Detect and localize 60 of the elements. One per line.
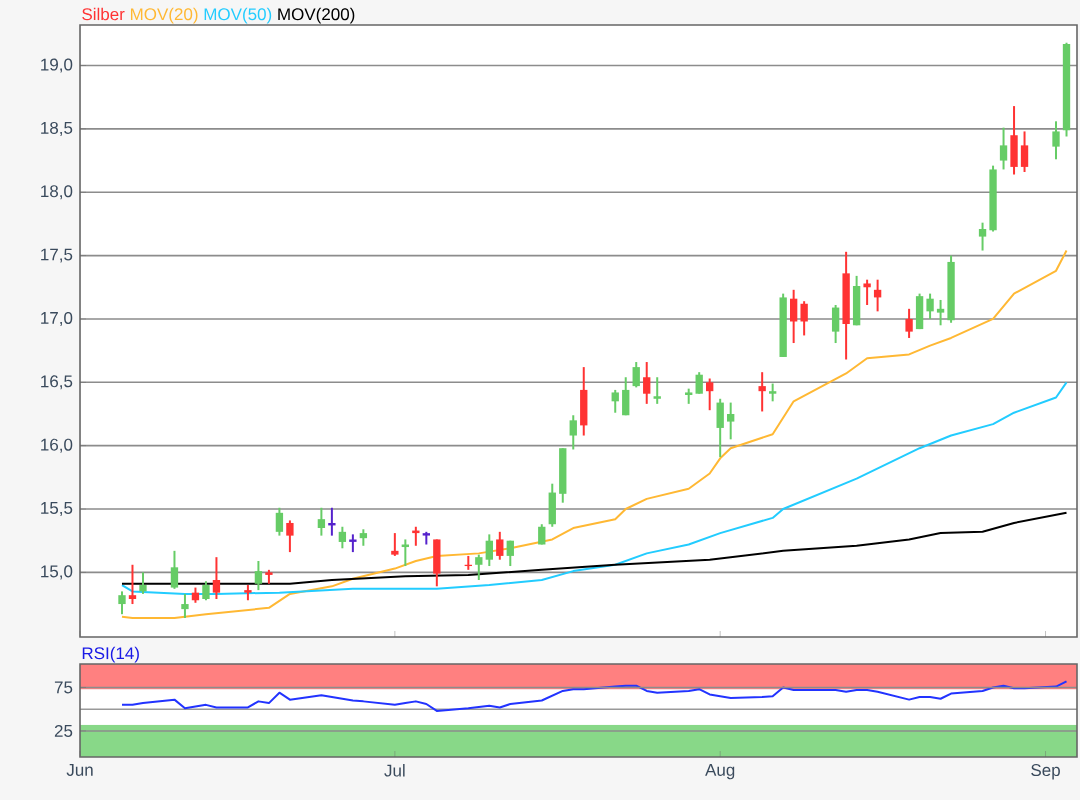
candlestick xyxy=(695,371,703,395)
candlestick xyxy=(391,532,399,557)
candlestick xyxy=(978,221,987,252)
text: MOV(20) xyxy=(130,7,198,24)
candlestick xyxy=(538,523,546,546)
line-series xyxy=(120,249,1068,619)
candlestick xyxy=(254,559,263,592)
y-tick-label: 15,0 xyxy=(41,565,73,580)
y-tick-label: 75 xyxy=(54,681,73,694)
candlestick xyxy=(758,371,766,413)
chart-title: RSI(14) xyxy=(82,646,139,663)
candlestick xyxy=(170,549,179,590)
y-tick-label: 19,0 xyxy=(41,58,73,73)
candlestick xyxy=(999,126,1008,171)
line-series xyxy=(120,511,1068,585)
y-tick-label: 17,0 xyxy=(41,311,73,326)
candlestick xyxy=(1052,120,1060,161)
candlestick xyxy=(506,539,514,568)
y-tick-label: 18,5 xyxy=(41,121,73,136)
candlestick xyxy=(139,571,147,595)
candlestick xyxy=(1020,130,1029,173)
candlestick xyxy=(653,376,661,405)
x-tick-label: Aug xyxy=(705,764,735,780)
y-tick-label: 16,0 xyxy=(41,438,73,453)
candlestick xyxy=(936,298,945,327)
x-tick-label: Jun xyxy=(66,764,93,776)
candlestick xyxy=(632,361,640,389)
candlestick xyxy=(789,288,798,345)
candlestick xyxy=(926,292,934,320)
candlestick xyxy=(181,592,189,619)
candlestick xyxy=(611,388,619,414)
line-series xyxy=(120,381,1068,595)
text: Silber xyxy=(82,7,125,21)
candlestick xyxy=(643,361,651,405)
candlestick xyxy=(338,525,347,550)
x-tick-label: Jul xyxy=(384,764,405,777)
y-tick-label: 25 xyxy=(54,724,73,737)
candlestick xyxy=(485,533,493,568)
candlestick xyxy=(286,519,294,554)
y-tick-label: 18,0 xyxy=(41,185,73,200)
y-tick-label: 17,5 xyxy=(41,248,73,263)
candlestick xyxy=(706,377,714,412)
text: MOV(50) xyxy=(204,7,272,24)
candlestick xyxy=(727,401,735,441)
y-tick-label: 16,5 xyxy=(41,375,73,390)
text: MOV(200) xyxy=(278,7,355,24)
y-tick-label: 15,5 xyxy=(41,502,73,516)
candlestick xyxy=(800,300,808,337)
candlestick xyxy=(496,530,504,561)
candlestick xyxy=(118,590,126,616)
candlestick xyxy=(475,553,483,581)
candlestick xyxy=(569,414,577,451)
candlestick xyxy=(275,506,284,537)
x-tick-label: Sep xyxy=(1031,764,1060,780)
candlestick xyxy=(317,506,326,537)
candlestick xyxy=(128,563,137,606)
candlestick xyxy=(212,556,221,600)
candlestick xyxy=(905,307,913,339)
candlestick xyxy=(202,580,210,602)
candlestick xyxy=(863,278,871,307)
